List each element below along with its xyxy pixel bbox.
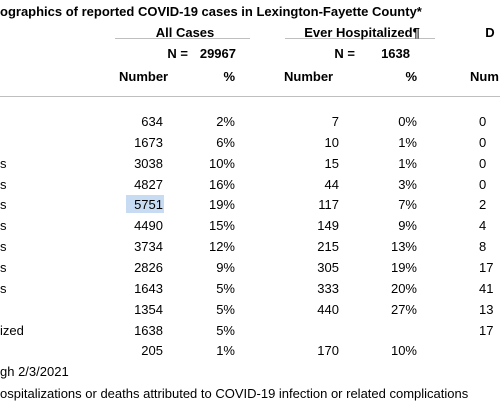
cell: 10%	[208, 156, 235, 171]
cell: 215	[317, 239, 339, 254]
row-label: s	[0, 156, 7, 171]
cell: 4827	[134, 177, 163, 192]
cell: 1673	[134, 135, 163, 150]
group-header: All Cases	[155, 25, 215, 40]
cell: 5%	[216, 281, 235, 296]
cell: 1%	[398, 156, 417, 171]
cell: 4490	[134, 218, 163, 233]
n-count: N =	[167, 46, 188, 61]
cell: 333	[317, 281, 339, 296]
column-header: %	[223, 69, 235, 84]
cell: 7%	[398, 197, 417, 212]
title: ographics of reported COVID-19 cases in …	[0, 4, 422, 19]
cell: 205	[141, 343, 163, 358]
cell: 3734	[134, 239, 163, 254]
cell: 15	[324, 156, 339, 171]
group-rule	[285, 38, 435, 39]
n-count: 29967	[199, 46, 236, 61]
cell: 19%	[390, 260, 417, 275]
cell: 10	[324, 135, 339, 150]
cell: 5%	[216, 302, 235, 317]
cell: 15%	[208, 218, 235, 233]
n-count: N =	[334, 46, 355, 61]
row-label: s	[0, 177, 7, 192]
cell: 9%	[398, 218, 417, 233]
cell: 440	[317, 302, 339, 317]
cell: 3038	[134, 156, 163, 171]
cell: 1%	[216, 343, 235, 358]
cell: 1%	[398, 135, 417, 150]
cell: 2	[479, 197, 487, 212]
column-header: %	[405, 69, 417, 84]
row-label: s	[0, 239, 7, 254]
cell: 1354	[134, 302, 163, 317]
cell: 634	[141, 114, 163, 129]
cell: 10%	[390, 343, 417, 358]
cell: 0	[479, 135, 487, 150]
cell: 41	[479, 281, 494, 296]
footnote: gh 2/3/2021	[0, 364, 69, 379]
cell: 20%	[390, 281, 417, 296]
cell: 17	[479, 323, 494, 338]
group-header: D	[485, 25, 495, 40]
cell: 44	[324, 177, 339, 192]
cell: 0	[479, 177, 487, 192]
cell: 117	[318, 197, 339, 212]
column-header: Num	[470, 69, 499, 84]
cell: 0%	[398, 114, 417, 129]
row-label: s	[0, 218, 7, 233]
cell: 0	[479, 114, 487, 129]
cell: 305	[317, 260, 339, 275]
group-rule	[115, 38, 250, 39]
footnote: ospitalizations or deaths attributed to …	[0, 386, 469, 401]
row-label: s	[0, 281, 7, 296]
cell: 12%	[208, 239, 235, 254]
cell: 17	[479, 260, 494, 275]
cell: 16%	[208, 177, 235, 192]
row-label: s	[0, 197, 7, 212]
column-header: Number	[284, 69, 334, 84]
cell: 2826	[134, 260, 163, 275]
cell: 9%	[216, 260, 235, 275]
header-rule	[0, 96, 500, 97]
cell: 2%	[216, 114, 235, 129]
cell: 8	[479, 239, 487, 254]
cell: 7	[331, 114, 339, 129]
n-count: 1638	[381, 46, 410, 61]
cell: 0	[479, 156, 487, 171]
cell: 13	[479, 302, 494, 317]
group-header: Ever Hospitalized¶	[304, 25, 420, 40]
selected-cell	[126, 195, 164, 213]
cell: 149	[317, 218, 339, 233]
cell: 6%	[216, 135, 235, 150]
cell: 170	[317, 343, 339, 358]
cell: 19%	[208, 197, 235, 212]
cell: 1643	[134, 281, 163, 296]
cell: 27%	[390, 302, 417, 317]
cell: 13%	[390, 239, 417, 254]
cell: 1638	[134, 323, 163, 338]
row-label: s	[0, 260, 7, 275]
cell: 3%	[398, 177, 417, 192]
cell: 4	[479, 218, 487, 233]
cell: 5751	[134, 197, 163, 212]
cell: 5%	[216, 323, 235, 338]
column-header: Number	[119, 69, 169, 84]
row-label: ized	[0, 323, 24, 338]
